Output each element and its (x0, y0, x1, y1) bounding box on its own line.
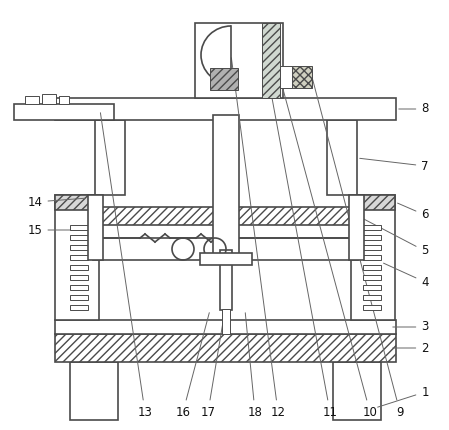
Bar (280, 66, 292, 88)
Text: 1: 1 (378, 386, 429, 407)
Text: 8: 8 (399, 102, 429, 116)
Bar (93, 238, 358, 260)
Text: 17: 17 (201, 313, 224, 418)
Bar (70, 245, 88, 250)
Bar (363, 245, 381, 250)
Text: 7: 7 (360, 158, 429, 172)
Bar (93, 207, 358, 225)
Bar (70, 255, 88, 260)
Bar (195, 23, 283, 98)
Bar (327, 120, 357, 195)
Bar (222, 309, 230, 334)
Text: 14: 14 (27, 196, 85, 209)
Text: 4: 4 (383, 263, 429, 289)
Bar (333, 362, 381, 420)
Bar (14, 104, 114, 120)
Bar (363, 235, 381, 240)
Text: 13: 13 (101, 113, 153, 418)
Bar (25, 96, 39, 104)
Bar (55, 195, 99, 210)
Bar (55, 320, 396, 334)
Text: 11: 11 (265, 63, 338, 418)
Bar (70, 225, 88, 230)
Bar (363, 285, 381, 290)
Text: 6: 6 (397, 203, 429, 221)
Text: 12: 12 (231, 58, 286, 418)
Bar (55, 195, 99, 320)
Text: 18: 18 (245, 313, 262, 418)
Bar (210, 68, 238, 90)
Bar (59, 96, 69, 104)
Bar (351, 195, 395, 320)
Bar (70, 305, 88, 310)
Bar (363, 295, 381, 300)
Bar (200, 253, 252, 265)
Bar (70, 235, 88, 240)
Bar (290, 66, 312, 88)
Bar (262, 23, 280, 98)
Bar (70, 295, 88, 300)
Bar (42, 94, 56, 104)
Bar (363, 255, 381, 260)
Bar (88, 195, 103, 260)
Bar (363, 265, 381, 270)
Bar (363, 305, 381, 310)
Bar (349, 195, 364, 260)
Text: 3: 3 (393, 320, 429, 334)
Text: 9: 9 (313, 80, 404, 418)
Bar (220, 250, 232, 310)
Text: 10: 10 (281, 81, 378, 418)
Text: 5: 5 (361, 217, 429, 258)
Text: 2: 2 (393, 341, 429, 354)
Bar (95, 120, 125, 195)
Bar (363, 275, 381, 280)
Text: 16: 16 (176, 313, 209, 418)
Text: 15: 15 (27, 224, 85, 236)
Bar (70, 265, 88, 270)
Bar (351, 195, 395, 210)
Bar (55, 334, 396, 362)
Bar (70, 362, 118, 420)
Bar (70, 285, 88, 290)
Bar (55, 98, 396, 120)
Bar (213, 115, 239, 255)
Bar (363, 225, 381, 230)
Bar (70, 275, 88, 280)
